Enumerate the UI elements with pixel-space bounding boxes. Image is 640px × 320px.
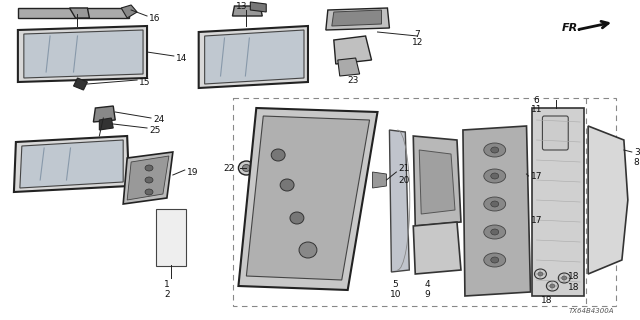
Ellipse shape (547, 281, 558, 291)
Text: 1: 1 (164, 280, 170, 289)
FancyBboxPatch shape (543, 116, 568, 150)
Text: 20: 20 (398, 176, 410, 185)
Polygon shape (232, 6, 262, 16)
Polygon shape (70, 8, 90, 18)
Text: 11: 11 (531, 105, 542, 114)
Ellipse shape (558, 273, 570, 283)
Ellipse shape (290, 212, 304, 224)
Ellipse shape (491, 201, 499, 207)
Text: 17: 17 (531, 172, 542, 181)
Polygon shape (246, 116, 369, 280)
Text: 16: 16 (149, 14, 161, 23)
Polygon shape (14, 136, 129, 192)
Text: 3: 3 (634, 148, 639, 157)
Polygon shape (326, 8, 389, 30)
Text: 18: 18 (568, 272, 580, 281)
Text: 6: 6 (534, 96, 540, 105)
Polygon shape (93, 106, 115, 122)
Text: 24: 24 (153, 115, 164, 124)
Ellipse shape (280, 179, 294, 191)
Ellipse shape (562, 276, 567, 280)
Ellipse shape (484, 225, 506, 239)
Ellipse shape (550, 284, 555, 288)
Text: TX64B4300A: TX64B4300A (568, 308, 614, 314)
Polygon shape (413, 136, 461, 226)
Text: 22: 22 (223, 164, 234, 173)
Polygon shape (20, 140, 123, 188)
Text: 17: 17 (531, 216, 542, 225)
Polygon shape (205, 30, 304, 84)
Ellipse shape (145, 165, 153, 171)
Polygon shape (18, 8, 129, 18)
Polygon shape (250, 2, 266, 12)
Ellipse shape (239, 161, 254, 175)
Text: 18: 18 (568, 283, 580, 292)
Ellipse shape (491, 257, 499, 263)
Text: 13: 13 (236, 2, 247, 11)
Text: 21: 21 (398, 164, 410, 173)
Text: 12: 12 (412, 38, 423, 47)
Text: 9: 9 (424, 290, 430, 299)
Ellipse shape (491, 173, 499, 179)
Text: 10: 10 (390, 290, 401, 299)
Polygon shape (532, 108, 584, 296)
Ellipse shape (484, 169, 506, 183)
Polygon shape (463, 126, 531, 296)
Polygon shape (99, 118, 113, 130)
Bar (234, 98, 616, 306)
Ellipse shape (491, 229, 499, 235)
Polygon shape (127, 156, 169, 200)
Polygon shape (334, 36, 372, 64)
Polygon shape (239, 108, 378, 290)
Ellipse shape (484, 253, 506, 267)
Polygon shape (24, 30, 143, 78)
Ellipse shape (484, 143, 506, 157)
Ellipse shape (271, 149, 285, 161)
Polygon shape (198, 26, 308, 88)
Text: 5: 5 (392, 280, 398, 289)
Polygon shape (338, 58, 360, 76)
Polygon shape (389, 130, 410, 272)
Text: 2: 2 (164, 290, 170, 299)
Ellipse shape (491, 147, 499, 153)
Polygon shape (18, 26, 147, 82)
Ellipse shape (243, 164, 250, 172)
Text: 18: 18 (541, 296, 553, 305)
Polygon shape (419, 150, 455, 214)
Ellipse shape (534, 269, 547, 279)
Ellipse shape (299, 242, 317, 258)
Polygon shape (372, 172, 387, 188)
Text: 23: 23 (347, 76, 358, 85)
Ellipse shape (484, 197, 506, 211)
Polygon shape (123, 152, 173, 204)
Polygon shape (588, 126, 628, 274)
Text: 14: 14 (176, 54, 188, 63)
Text: 7: 7 (414, 30, 420, 39)
Polygon shape (413, 222, 461, 274)
Text: 15: 15 (139, 78, 150, 87)
Text: FR.: FR. (561, 23, 582, 33)
Ellipse shape (145, 189, 153, 195)
Text: 19: 19 (187, 168, 198, 177)
Polygon shape (121, 5, 137, 18)
Polygon shape (74, 78, 88, 90)
Text: 8: 8 (634, 158, 639, 167)
FancyBboxPatch shape (156, 209, 186, 266)
Text: 4: 4 (424, 280, 430, 289)
Ellipse shape (145, 177, 153, 183)
Ellipse shape (538, 272, 543, 276)
Polygon shape (332, 10, 381, 26)
Text: 25: 25 (149, 126, 161, 135)
